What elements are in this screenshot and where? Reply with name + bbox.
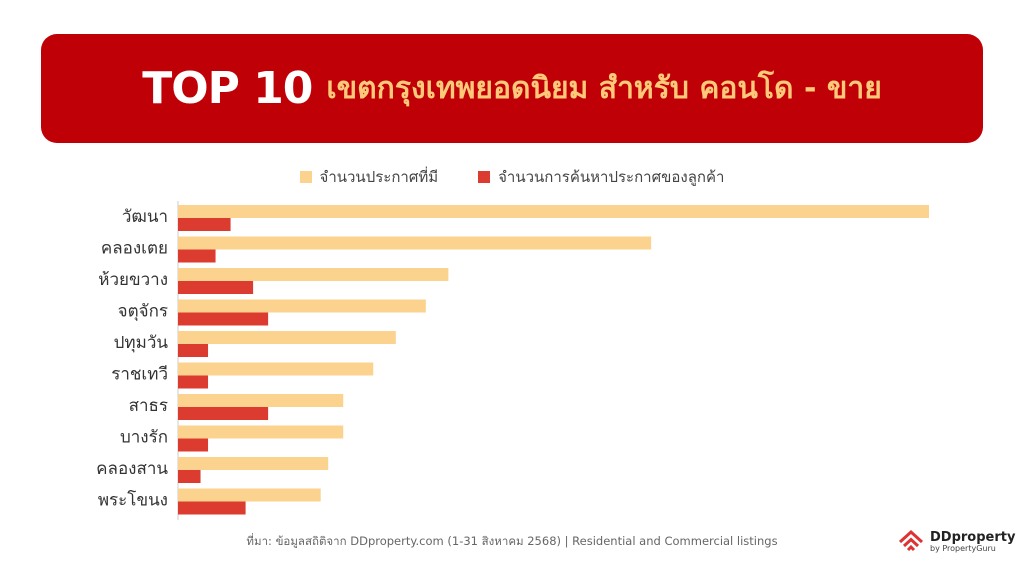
category-label: พระโขนง xyxy=(98,490,168,511)
bar-listings xyxy=(178,268,449,281)
source-note: ที่มา: ข้อมูลสถิติจาก DDproperty.com (1-… xyxy=(246,534,778,548)
category-label: สาธร xyxy=(129,396,168,416)
category-label: ห้วยขวาง xyxy=(98,270,168,290)
bar-chart: วัฒนาคลองเตยห้วยขวางจตุจักรปทุมวันราชเทว… xyxy=(96,201,929,520)
bar-searches xyxy=(178,470,201,483)
legend-swatch-listings xyxy=(299,171,312,183)
logo-name: DDproperty xyxy=(930,529,1016,545)
bar-searches xyxy=(178,501,246,515)
bar-listings xyxy=(178,457,329,470)
legend-item-searches: จำนวนการค้นหาประกาศของลูกค้า xyxy=(478,165,724,189)
logo-sub: by PropertyGuru xyxy=(930,543,996,553)
category-label: จตุจักร xyxy=(118,302,168,322)
bar-listings xyxy=(178,331,396,344)
category-label: วัฒนา xyxy=(122,207,168,227)
legend-label-searches: จำนวนการค้นหาประกาศของลูกค้า xyxy=(498,168,725,186)
bar-searches xyxy=(178,218,231,231)
ddproperty-logo: DDproperty by PropertyGuru xyxy=(898,529,1015,555)
legend-label-listings: จำนวนประกาศที่มี xyxy=(319,168,439,186)
bar-searches xyxy=(178,375,209,389)
legend-swatch-searches xyxy=(478,171,491,183)
house-logo-icon xyxy=(898,529,924,552)
bar-searches xyxy=(178,407,269,420)
title-main: TOP 10 xyxy=(142,63,313,114)
bar-searches xyxy=(178,249,216,263)
category-label: คลองสาน xyxy=(96,459,168,479)
bar-listings xyxy=(178,362,374,376)
bar-searches xyxy=(178,344,209,357)
title-banner: TOP 10 เขตกรุงเทพยอดนิยม สำหรับ คอนโด - … xyxy=(41,34,983,143)
bar-listings xyxy=(178,394,344,407)
bar-searches xyxy=(178,438,209,452)
legend-item-listings: จำนวนประกาศที่มี xyxy=(299,165,439,189)
bar-searches xyxy=(178,312,269,326)
title-sub: เขตกรุงเทพยอดนิยม สำหรับ คอนโด - ขาย xyxy=(326,71,882,106)
chart-legend: จำนวนประกาศที่มี จำนวนการค้นหาประกาศของล… xyxy=(0,165,1024,189)
bar-listings xyxy=(178,299,426,313)
bar-searches xyxy=(178,281,254,294)
bar-listings xyxy=(178,236,652,250)
category-label: ปทุมวัน xyxy=(114,333,169,353)
category-label: ราชเทวี xyxy=(111,365,168,385)
category-label: คลองเตย xyxy=(101,239,168,259)
bar-listings xyxy=(178,425,344,439)
category-label: บางรัก xyxy=(120,428,168,448)
bar-listings xyxy=(178,488,321,502)
bar-listings xyxy=(178,205,929,218)
